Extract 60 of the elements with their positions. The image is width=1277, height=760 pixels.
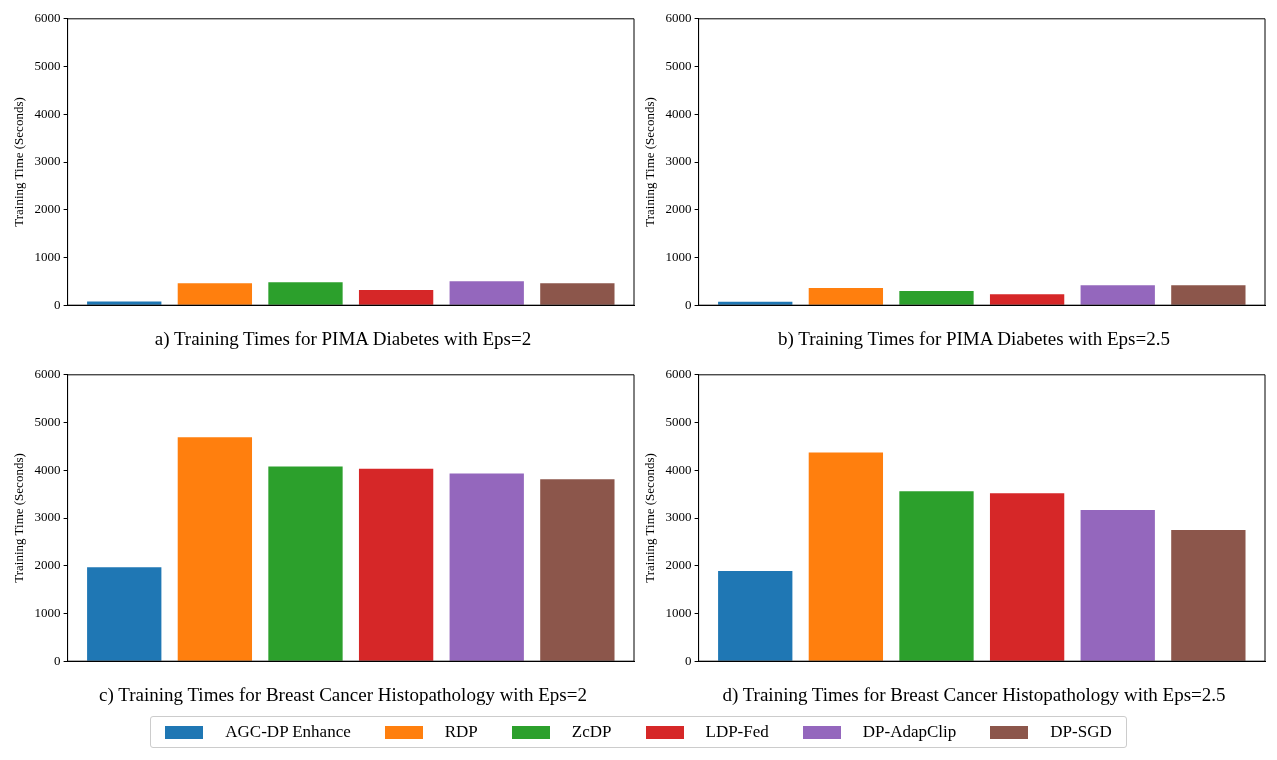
y-tick-label: 0 <box>54 652 61 668</box>
bar <box>87 567 162 661</box>
bar <box>540 283 615 305</box>
bar <box>808 452 884 661</box>
y-tick-label: 2000 <box>665 557 692 573</box>
y-tick-label: 3000 <box>665 153 692 169</box>
y-tick-label: 5000 <box>665 57 692 73</box>
y-tick-label: 6000 <box>34 10 61 26</box>
text: c) Training Times for Breast Cancer Histopathology with Eps=2 <box>98 684 587 707</box>
bar <box>899 491 974 661</box>
bar <box>449 473 524 661</box>
bar <box>1080 509 1155 661</box>
legend-label: RDP <box>444 722 478 742</box>
y-tick-label: 3000 <box>665 509 692 525</box>
y-tick-label: 4000 <box>34 461 61 477</box>
y-tick-label: 1000 <box>665 604 692 620</box>
y-tick-label: 5000 <box>34 57 61 73</box>
y-tick-label: 5000 <box>665 413 692 429</box>
y-tick-label: 4000 <box>34 105 61 121</box>
y-tick-label: 2000 <box>34 201 61 217</box>
bar <box>449 281 524 305</box>
y-tick-label: 0 <box>54 296 61 312</box>
y-tick-label: 3000 <box>34 153 61 169</box>
legend-label: AGC-DP Enhance <box>225 722 351 742</box>
y-tick-label: 6000 <box>665 10 692 26</box>
bar <box>989 493 1065 661</box>
legend-label: LDP-Fed <box>705 722 769 742</box>
legend-label: DP-AdapClip <box>862 722 957 742</box>
y-tick-label: 4000 <box>665 105 692 121</box>
legend-label: DP-SGD <box>1050 722 1112 742</box>
bar <box>177 283 253 305</box>
legend-label: ZcDP <box>571 722 612 742</box>
y-tick-label: 2000 <box>34 557 61 573</box>
y-axis-title: Training Time (Seconds) <box>11 453 27 583</box>
bar <box>177 437 253 661</box>
bar <box>540 479 615 661</box>
bar <box>1171 529 1246 661</box>
y-tick-label: 3000 <box>34 509 61 525</box>
bar <box>268 282 343 305</box>
bar <box>358 468 434 661</box>
bar <box>268 466 343 661</box>
y-tick-label: 1000 <box>34 248 61 264</box>
y-tick-label: 5000 <box>34 413 61 429</box>
y-tick-label: 2000 <box>665 201 692 217</box>
y-tick-label: 1000 <box>665 248 692 264</box>
text: b) Training Times for PIMA Diabetes with Eps=2.5 <box>777 328 1170 351</box>
y-axis-title: Training Time (Seconds) <box>642 97 658 227</box>
text: a) Training Times for PIMA Diabetes with Eps=2 <box>153 328 532 351</box>
y-axis-title: Training Time (Seconds) <box>11 97 27 227</box>
bar <box>358 289 434 305</box>
y-tick-label: 1000 <box>34 604 61 620</box>
y-tick-label: 0 <box>685 296 692 312</box>
bar <box>87 301 162 305</box>
bar <box>718 570 793 661</box>
text: d) Training Times for Breast Cancer Histopathology with Eps=2.5 <box>721 684 1226 707</box>
y-tick-label: 0 <box>685 652 692 668</box>
y-tick-label: 6000 <box>34 366 61 382</box>
y-tick-label: 6000 <box>665 366 692 382</box>
y-axis-title: Training Time (Seconds) <box>642 453 658 583</box>
y-tick-label: 4000 <box>665 461 692 477</box>
